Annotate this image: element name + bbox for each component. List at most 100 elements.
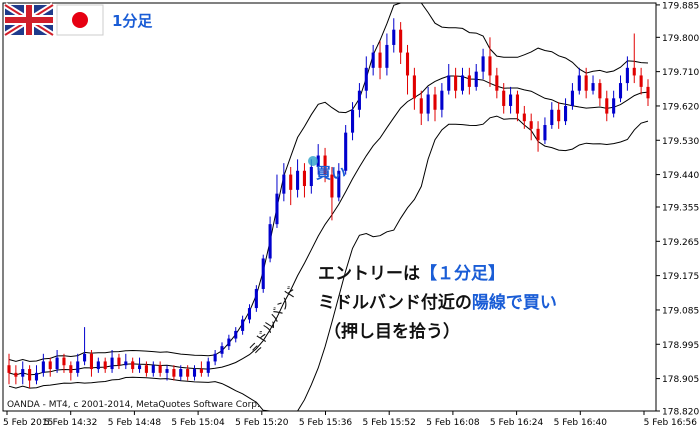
candle (241, 315, 245, 335)
buy-marker-label: 買い (316, 164, 346, 182)
candle (103, 357, 107, 373)
candle (337, 163, 341, 202)
plot-frame (2, 2, 657, 412)
y-tick-label: 178.905 (662, 375, 699, 385)
candle (89, 349, 93, 377)
candle (186, 365, 190, 381)
candle (138, 357, 142, 373)
y-tick-label: 178.995 (662, 341, 699, 351)
candle (117, 353, 121, 370)
candle (378, 41, 382, 80)
candle (584, 67, 588, 99)
y-tick-label: 179.885 (662, 1, 699, 11)
candle (28, 365, 32, 389)
candle (536, 121, 540, 152)
candle (447, 64, 451, 95)
lower-band-line (8, 115, 649, 412)
candle (275, 174, 279, 228)
x-tick-label: 5 Feb 15:20 (235, 418, 289, 428)
x-tick-label: 5 Feb 16:24 (490, 418, 544, 428)
candle (433, 86, 437, 122)
candle (550, 102, 554, 129)
candle (502, 83, 506, 114)
candle (254, 285, 258, 312)
candle (172, 365, 176, 381)
candle (412, 67, 416, 110)
candle (564, 98, 568, 126)
candle (199, 361, 203, 377)
x-tick-label: 5 Feb 16:08 (426, 418, 480, 428)
x-tick-label: 5 Feb 16:56 (644, 418, 698, 428)
y-tick-label: 179.620 (662, 102, 699, 112)
candle (419, 90, 423, 126)
candle (62, 353, 66, 373)
candle (460, 67, 465, 95)
candle (591, 75, 595, 95)
candle (515, 90, 519, 122)
candle (467, 67, 471, 95)
candle (405, 44, 410, 95)
note-line-2: ミドルバンド付近の陽線で買い (318, 292, 557, 313)
candle (577, 67, 581, 95)
note-line-1-highlight: 【１分足】 (420, 263, 505, 284)
candle (21, 361, 25, 385)
candle (96, 357, 100, 373)
candle (206, 357, 210, 377)
y-tick-label: 179.530 (662, 137, 699, 147)
middle-band-line (8, 75, 649, 376)
candle (557, 102, 561, 129)
candle (302, 163, 306, 198)
x-tick-label: 5 Feb 15:04 (171, 418, 225, 428)
candle (639, 67, 643, 95)
candle (316, 144, 320, 175)
candle (440, 83, 444, 118)
candle (357, 83, 361, 118)
candle (323, 147, 327, 183)
y-tick-label: 179.355 (662, 204, 699, 214)
candle (234, 327, 238, 343)
candle (474, 64, 478, 91)
candle (632, 33, 636, 84)
x-tick-label: 5 Feb 16:40 (554, 418, 608, 428)
upper-band-line (8, 2, 649, 362)
candle (158, 361, 162, 377)
candle (213, 349, 217, 366)
japan-flag-icon (56, 4, 104, 36)
candle (454, 67, 458, 99)
candle (261, 254, 265, 293)
candle (495, 67, 499, 99)
note-line-1: エントリーは【１分足】 (318, 263, 505, 284)
candle (330, 166, 334, 221)
candle (399, 22, 403, 65)
candle (344, 125, 348, 175)
candle (227, 334, 231, 350)
y-tick-label: 179.440 (662, 171, 699, 181)
x-tick-label: 5 Feb 15:52 (363, 418, 416, 428)
x-tick-label: 5 Feb 14:48 (108, 418, 162, 428)
x-tick-label: 5 Feb 15:36 (299, 418, 353, 428)
candle (110, 349, 114, 373)
candle (618, 75, 623, 103)
x-tick-label: 5 Feb 2015 (3, 418, 53, 428)
candle (543, 117, 547, 145)
timeframe-label: 1分足 (112, 12, 153, 30)
candle (522, 105, 526, 129)
note-line-2-highlight: 陽線で買い (472, 292, 557, 313)
candle (7, 353, 11, 385)
buy-marker-dot (308, 156, 318, 166)
candle (289, 166, 293, 206)
candle (14, 365, 18, 385)
candle (151, 361, 155, 377)
candles (7, 18, 650, 389)
candle (268, 216, 272, 263)
uk-flag-icon (3, 2, 55, 38)
candle (612, 90, 616, 118)
candle (165, 365, 169, 381)
candle (83, 327, 87, 366)
candle (144, 361, 148, 377)
candle (364, 56, 368, 99)
candle (131, 357, 135, 373)
